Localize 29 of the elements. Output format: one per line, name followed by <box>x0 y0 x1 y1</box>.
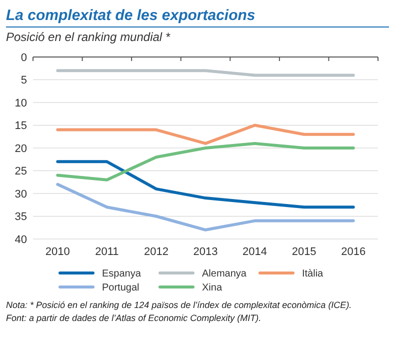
x-tick-label: 2012 <box>144 246 168 258</box>
line-series <box>56 160 355 209</box>
legend-label: Alemanya <box>202 268 247 280</box>
legend-label: Espanya <box>102 268 142 280</box>
text: Nota: * Posició en el ranking de 124 països de l’índex de complexitat econòmica (ICE). <box>6 300 352 310</box>
x-tick-label: 2014 <box>242 246 268 258</box>
y-tick-label: 20 <box>14 142 27 155</box>
y-tick-label: 15 <box>14 120 27 132</box>
line-series <box>56 182 355 232</box>
y-tick-label: 40 <box>14 234 27 246</box>
x-tick-label: 2015 <box>292 246 316 258</box>
y-tick-label: 5 <box>20 74 27 87</box>
y-tick-label: 25 <box>14 166 27 178</box>
x-tick-label: 2016 <box>341 246 366 258</box>
chart-title: La complexitat de les exportacions <box>6 7 256 24</box>
legend-label: Itàlia <box>302 268 324 280</box>
line-series <box>56 142 355 182</box>
text: Font: a partir de dades de l’Atlas of Economic Complexity (MIT). <box>6 313 262 323</box>
x-tick-label: 2011 <box>95 246 119 258</box>
chart-subtitle: Posició en el ranking mundial * <box>6 30 170 44</box>
y-tick-label: 35 <box>14 211 27 224</box>
legend-label: Xina <box>202 282 222 294</box>
x-tick-label: 2013 <box>193 246 218 258</box>
y-tick-label: 10 <box>14 97 27 110</box>
legend-label: Portugal <box>102 282 140 294</box>
y-tick-label: 30 <box>14 188 27 200</box>
y-tick-label: 0 <box>20 52 27 64</box>
x-tick-label: 2010 <box>45 246 70 258</box>
line-series <box>56 124 355 145</box>
